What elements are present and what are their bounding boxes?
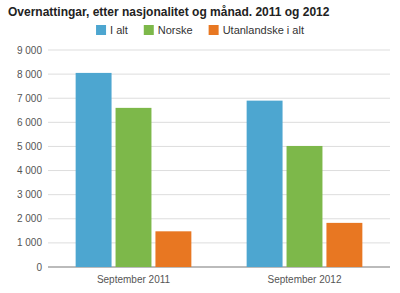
bar bbox=[247, 101, 283, 267]
y-tick-label: 9 000 bbox=[17, 45, 42, 56]
legend-swatch bbox=[96, 25, 106, 35]
legend-item: I alt bbox=[96, 24, 128, 36]
bars bbox=[76, 73, 363, 267]
chart: Overnattingar, etter nasjonalitet og mån… bbox=[0, 0, 400, 293]
grid-line bbox=[48, 50, 390, 51]
legend-item: Utanlandske i alt bbox=[209, 24, 304, 36]
y-tick-label: 8 000 bbox=[17, 69, 42, 80]
y-tick-label: 1 000 bbox=[17, 237, 42, 248]
bar bbox=[155, 231, 191, 267]
x-tick-label: September 2012 bbox=[268, 274, 342, 285]
legend-label: I alt bbox=[110, 24, 128, 36]
y-axis: 0 1 000 2 000 3 000 4 000 5 000 6 000 7 000 8 00… bbox=[17, 45, 42, 273]
y-tick-label: 4 000 bbox=[17, 165, 42, 176]
legend-item: Norske bbox=[144, 24, 193, 36]
y-tick-label: 6 000 bbox=[17, 117, 42, 128]
legend-swatch bbox=[144, 25, 154, 35]
x-axis: September 2011 September 2012 bbox=[97, 274, 342, 285]
y-tick-label: 0 bbox=[36, 262, 42, 273]
legend-swatch bbox=[209, 25, 219, 35]
bar bbox=[326, 223, 362, 267]
legend: I alt Norske Utanlandske i alt bbox=[96, 24, 304, 36]
bar bbox=[76, 73, 112, 267]
bar bbox=[116, 108, 152, 267]
grid bbox=[48, 50, 390, 267]
y-tick-label: 5 000 bbox=[17, 141, 42, 152]
title: Overnattingar, etter nasjonalitet og mån… bbox=[8, 5, 330, 19]
y-tick-label: 2 000 bbox=[17, 213, 42, 224]
legend-label: Utanlandske i alt bbox=[223, 24, 304, 36]
x-tick-label: September 2011 bbox=[97, 274, 171, 285]
legend-label: Norske bbox=[158, 24, 193, 36]
bar bbox=[287, 146, 323, 267]
y-tick-label: 3 000 bbox=[17, 189, 42, 200]
y-tick-label: 7 000 bbox=[17, 93, 42, 104]
